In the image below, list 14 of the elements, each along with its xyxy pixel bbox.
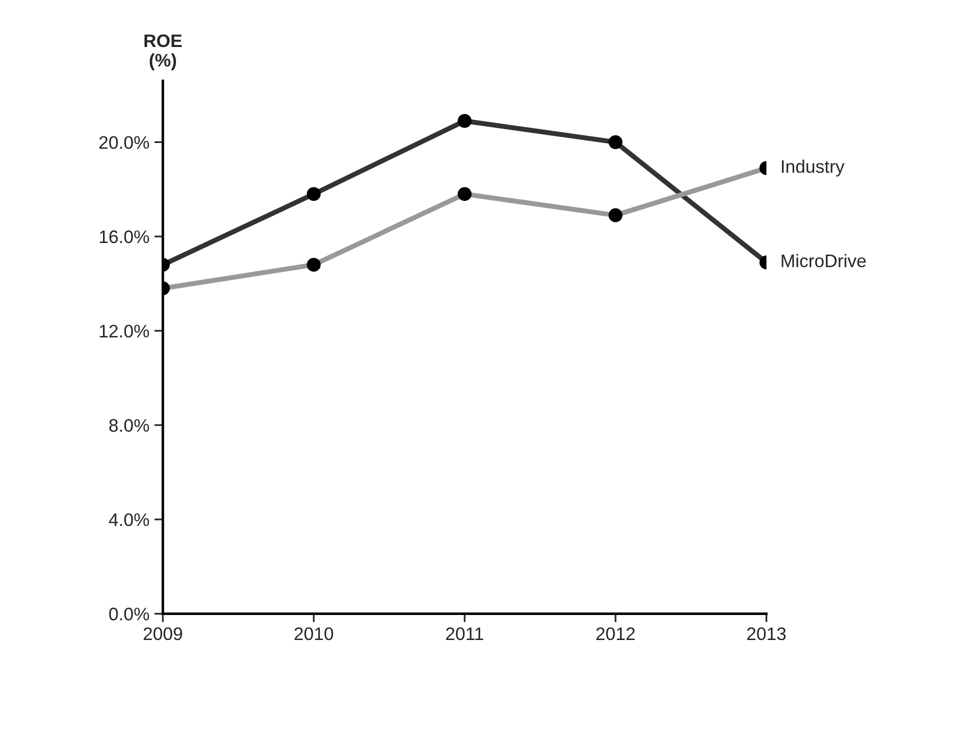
series-label: Industry (782, 160, 844, 177)
y-tick-label: 16.0% (100, 230, 150, 244)
y-tick-label: 8.0% (109, 419, 150, 432)
series-label: MicroDrive (782, 254, 866, 268)
x-tick-label: 2010 (294, 627, 334, 640)
x-tick-label: 2011 (446, 627, 484, 640)
x-tick-label: 2009 (144, 627, 182, 640)
y-tick-label: 4.0% (108, 513, 150, 526)
y-tick-label: 12.0% (100, 324, 150, 338)
y-tick-label: 20.0% (99, 136, 150, 149)
y-axis-title: ROE (%) (144, 34, 182, 70)
x-tick-label: 2013 (747, 627, 786, 640)
x-tick-label: 2012 (596, 627, 635, 640)
y-tick-label: 0.0% (109, 608, 150, 620)
